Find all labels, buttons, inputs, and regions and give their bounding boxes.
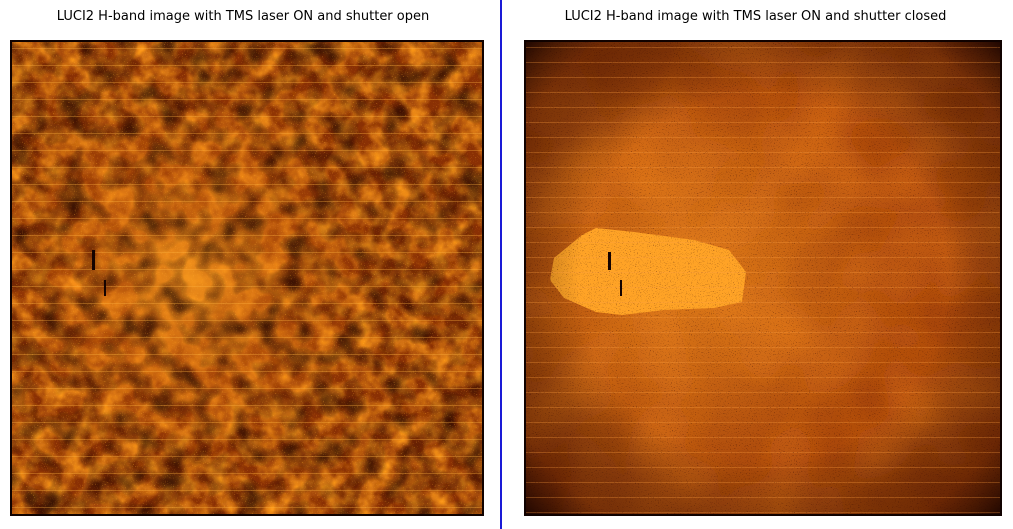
right-detector-image — [524, 40, 1002, 516]
shutter-closed-image — [524, 40, 1002, 516]
right-panel: LUCI2 H-band image with TMS laser ON and… — [502, 0, 1013, 529]
left-panel-title: LUCI2 H-band image with TMS laser ON and… — [56, 9, 430, 24]
left-detector-image — [10, 40, 484, 516]
panel-divider — [500, 0, 502, 529]
right-panel-title: LUCI2 H-band image with TMS laser ON and… — [564, 9, 947, 24]
left-panel: LUCI2 H-band image with TMS laser ON and… — [0, 0, 500, 529]
shutter-open-image — [10, 40, 484, 516]
